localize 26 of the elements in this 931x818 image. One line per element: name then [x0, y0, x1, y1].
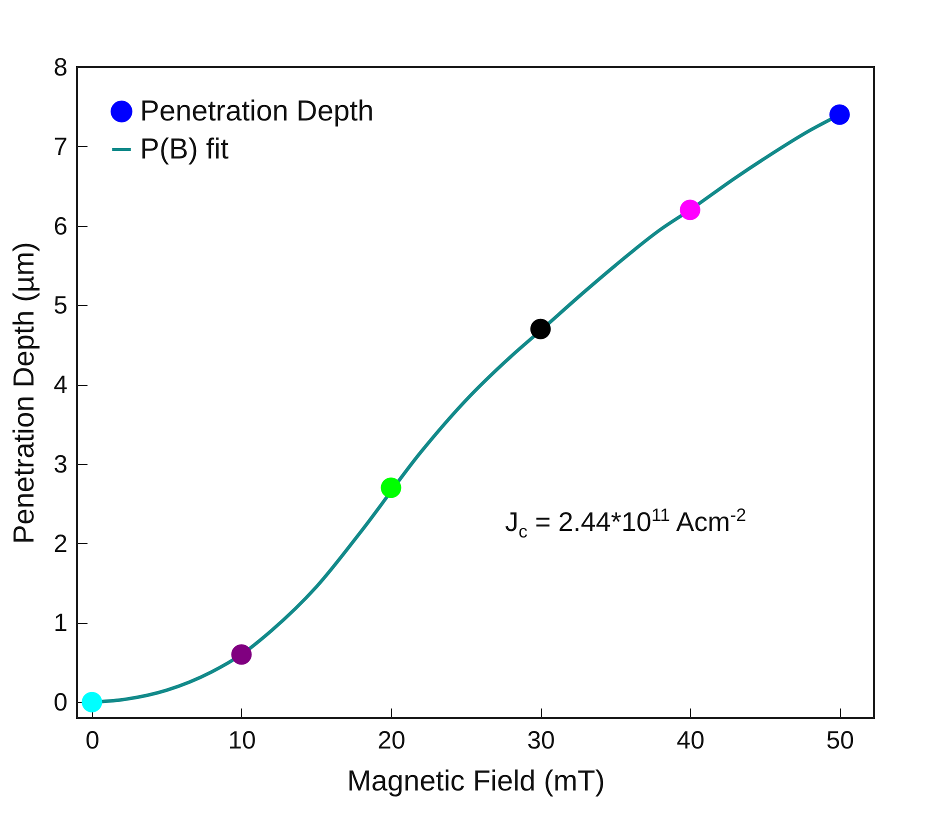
point	[829, 104, 850, 125]
y-tick-label: 0	[54, 688, 68, 717]
point	[680, 200, 700, 220]
y-tick-label: 2	[54, 530, 68, 558]
annotation: J$_{c}$ = 2.44*10$^{11}$ Acm$^{-2}$	[505, 505, 746, 542]
point	[380, 478, 402, 498]
y-axis-title: Penetration Depth (µm)	[8, 242, 41, 544]
x-tick-label: 30	[527, 726, 555, 754]
legend-label: P(B) fit	[140, 134, 229, 166]
y-tick-label: 7	[54, 132, 68, 161]
x-tick-label: 0	[86, 726, 100, 754]
y-tick-label: 6	[54, 212, 68, 240]
point	[82, 692, 102, 712]
x-tick-label: 50	[826, 726, 854, 754]
x-tick-label: 10	[228, 726, 256, 754]
point	[530, 318, 551, 340]
x-axis-title: Magnetic Field (mT)	[347, 766, 605, 798]
point	[231, 644, 252, 665]
y-tick-label: 1	[54, 609, 68, 638]
y-tick-label: 5	[54, 292, 68, 320]
y-tick-label: 8	[54, 54, 68, 82]
legend-label: Penetration Depth	[140, 96, 374, 128]
y-tick-label: 3	[54, 450, 68, 478]
x-tick-label: 40	[676, 726, 704, 754]
x-tick-label: 20	[378, 726, 406, 754]
y-tick-label: 4	[54, 371, 68, 400]
